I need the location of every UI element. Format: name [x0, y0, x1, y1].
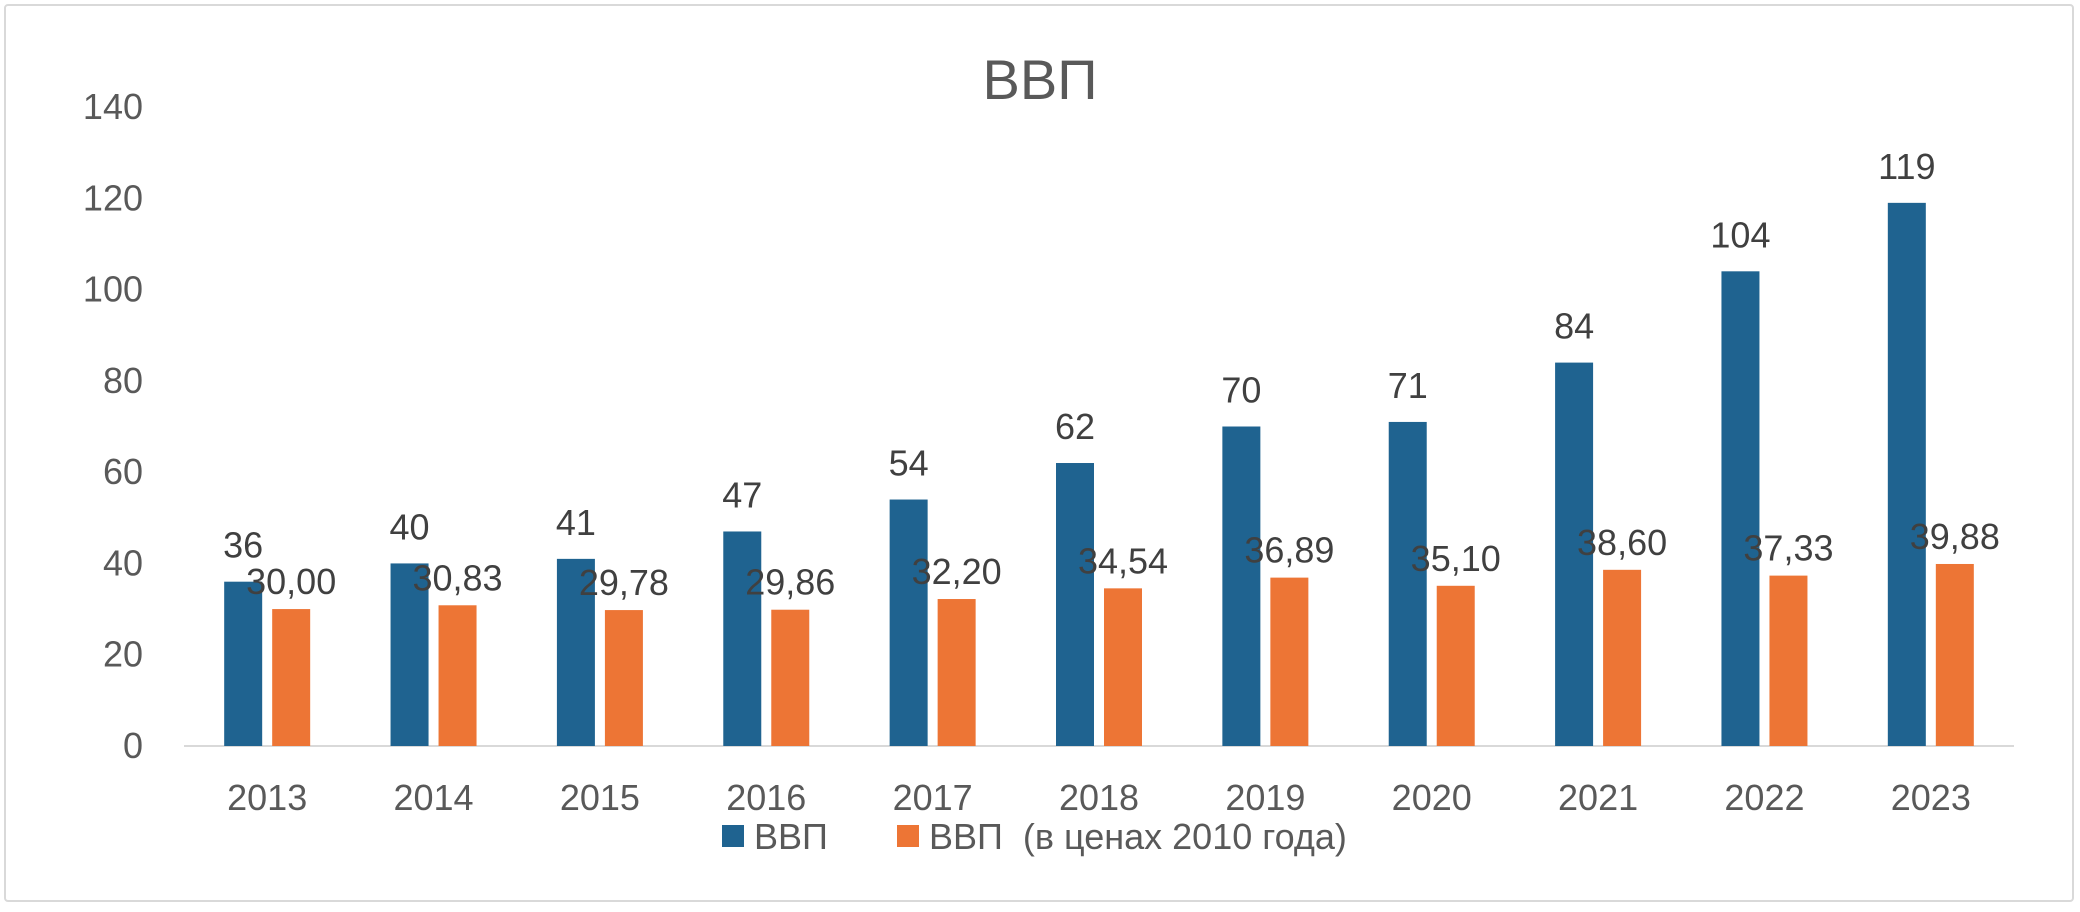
bar-gdp [1555, 362, 1594, 746]
data-label-gdp-2010-prices: 36,89 [1244, 530, 1334, 571]
data-label-gdp: 119 [1878, 146, 1935, 187]
data-label-gdp-2010-prices: 29,86 [745, 562, 835, 603]
x-tick-label: 2021 [1558, 777, 1638, 818]
x-tick-label: 2016 [726, 777, 806, 818]
bar-gdp [1721, 271, 1760, 746]
bar-gdp-2010-prices [1603, 569, 1642, 746]
legend-swatch-gdp [722, 825, 744, 847]
bar-gdp [889, 499, 928, 746]
bars-group [224, 202, 1974, 747]
y-tick-label: 0 [123, 725, 143, 766]
data-label-gdp: 47 [722, 474, 762, 515]
data-label-gdp: 104 [1710, 214, 1770, 255]
data-label-gdp: 54 [889, 443, 929, 484]
data-label-gdp: 41 [556, 502, 596, 543]
data-label-gdp-2010-prices: 32,20 [912, 551, 1002, 592]
bar-gdp-2010-prices [438, 605, 477, 746]
bar-gdp [224, 581, 263, 746]
data-label-gdp-2010-prices: 39,88 [1910, 516, 2000, 557]
bar-gdp-2010-prices [1436, 585, 1475, 746]
data-label-gdp: 84 [1554, 306, 1594, 347]
x-axis-categories: 2013 2014 2015 2016 2017 2018 2019 2020 2021 2022… [227, 777, 1971, 818]
chart-title: ВВП [983, 48, 1098, 111]
y-tick-label: 120 [83, 177, 143, 218]
x-tick-label: 2015 [560, 777, 640, 818]
legend: ВВП ВВП (в ценах 2010 года) [722, 816, 1347, 857]
bar-gdp [1887, 202, 1926, 747]
bar-gdp-2010-prices [604, 610, 643, 746]
bar-gdp-2010-prices [937, 599, 976, 746]
data-label-gdp-2010-prices: 30,83 [412, 557, 502, 598]
bar-gdp-2010-prices [1935, 563, 1974, 746]
bar-gdp [723, 531, 762, 746]
y-tick-label: 80 [103, 360, 143, 401]
legend-label-gdp-2010-prices: ВВП (в ценах 2010 года) [929, 816, 1347, 857]
x-tick-label: 2017 [893, 777, 973, 818]
bar-gdp-2010-prices [272, 609, 311, 746]
data-label-gdp-2010-prices: 38,60 [1577, 522, 1667, 563]
bar-gdp-2010-prices [1104, 588, 1142, 746]
bar-gdp [1222, 426, 1261, 746]
bar-gdp-2010-prices [771, 609, 810, 746]
data-label-gdp: 70 [1221, 370, 1261, 411]
data-label-gdp-2010-prices: 37,33 [1743, 528, 1833, 569]
x-tick-label: 2020 [1392, 777, 1472, 818]
legend-label-gdp: ВВП [754, 816, 828, 857]
x-tick-label: 2022 [1724, 777, 1804, 818]
data-label-gdp-2010-prices: 35,10 [1411, 538, 1501, 579]
bar-gdp [1388, 421, 1427, 746]
y-tick-label: 100 [83, 269, 143, 310]
x-tick-label: 2019 [1225, 777, 1305, 818]
x-tick-label: 2013 [227, 777, 307, 818]
data-label-gdp-2010-prices: 30,00 [246, 561, 336, 602]
bar-gdp [1056, 463, 1094, 746]
data-label-gdp-2010-prices: 29,78 [579, 562, 669, 603]
data-label-gdp: 40 [390, 506, 430, 547]
y-axis-ticks: 0 20 40 60 80 100 120 140 [83, 86, 143, 766]
x-tick-label: 2014 [393, 777, 473, 818]
x-tick-label: 2023 [1891, 777, 1971, 818]
y-tick-label: 140 [83, 86, 143, 127]
y-tick-label: 60 [103, 451, 143, 492]
x-tick-label: 2018 [1059, 777, 1139, 818]
legend-swatch-gdp-2010-prices [897, 825, 919, 847]
y-tick-label: 20 [103, 634, 143, 675]
data-label-gdp: 36 [223, 525, 263, 566]
data-label-gdp: 71 [1388, 365, 1428, 406]
bar-gdp [556, 558, 595, 746]
bar-gdp-2010-prices [1270, 577, 1309, 746]
data-label-gdp-2010-prices: 34,54 [1078, 540, 1168, 581]
bar-gdp [390, 563, 429, 746]
bar-gdp-2010-prices [1769, 575, 1808, 746]
data-label-gdp: 62 [1055, 406, 1095, 447]
y-tick-label: 40 [103, 542, 143, 583]
